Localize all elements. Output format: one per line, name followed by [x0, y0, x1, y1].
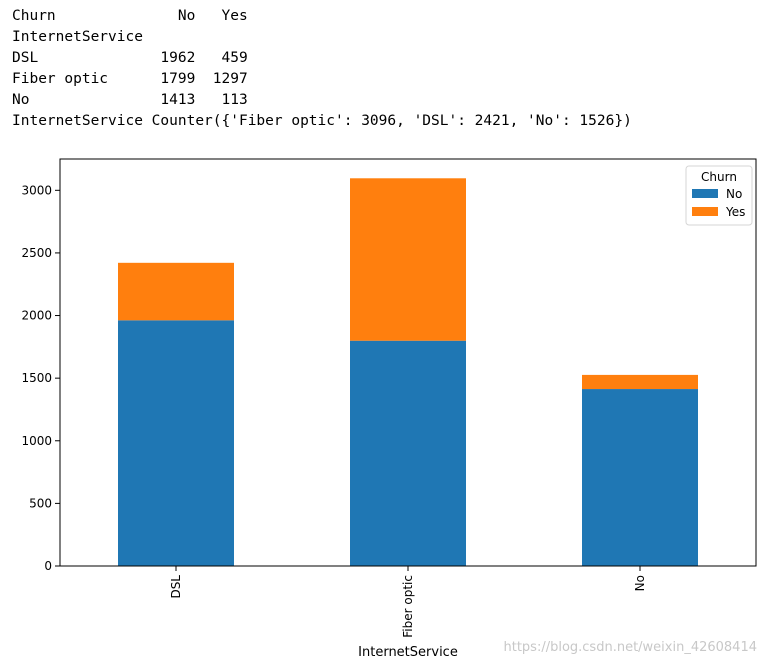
y-tick-label: 0	[44, 559, 52, 573]
watermark-text: https://blog.csdn.net/weixin_42608414	[503, 640, 757, 655]
legend-swatch-yes	[692, 207, 718, 216]
bar-yes-dsl	[118, 262, 234, 321]
console-line: No 1413 113	[12, 92, 248, 108]
bar-no-dsl	[118, 320, 234, 566]
y-axis: 0 500 1000 1500 2000 2500 3000	[21, 183, 60, 573]
console-line: InternetService Counter({'Fiber optic': …	[12, 113, 632, 129]
x-axis: DSL Fiber optic No	[169, 566, 647, 638]
console-line: Churn No Yes	[12, 8, 248, 24]
console-line: DSL 1962 459	[12, 50, 248, 66]
x-axis-label: InternetService	[358, 645, 458, 660]
y-tick-label: 3000	[21, 183, 52, 197]
x-tick-label: DSL	[169, 575, 183, 599]
console-line: InternetService	[12, 29, 143, 45]
bar-no-no	[582, 389, 698, 566]
legend-title: Churn	[701, 170, 737, 184]
console-line: Fiber optic 1799 1297	[12, 71, 248, 87]
bar-no-fiber-optic	[350, 340, 466, 566]
legend-swatch-no	[692, 189, 718, 198]
legend: Churn No Yes	[685, 165, 753, 226]
y-tick-label: 1000	[21, 434, 52, 448]
x-tick-label: No	[633, 575, 647, 591]
console-output: Churn No Yes InternetService DSL 1962 45…	[12, 6, 632, 132]
y-tick-label: 500	[29, 496, 52, 510]
bars-group	[118, 178, 698, 566]
y-tick-label: 2000	[21, 309, 52, 323]
plot-frame	[59, 158, 757, 567]
y-tick-label: 1500	[21, 371, 52, 385]
legend-label-no: No	[726, 187, 742, 201]
y-tick-label: 2500	[21, 246, 52, 260]
bar-yes-fiber-optic	[350, 178, 466, 341]
x-tick-label: Fiber optic	[401, 575, 415, 638]
legend-label-yes: Yes	[725, 205, 745, 219]
bar-yes-no	[582, 374, 698, 390]
